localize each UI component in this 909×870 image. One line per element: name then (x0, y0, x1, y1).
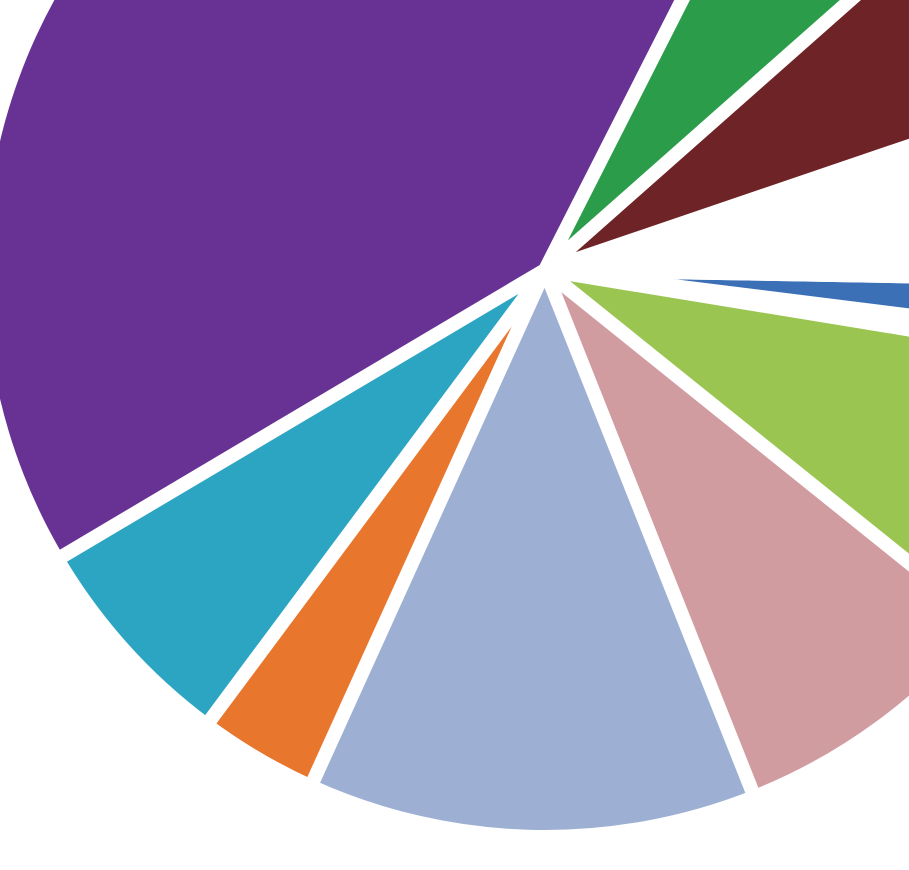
pie-chart (0, 0, 909, 870)
